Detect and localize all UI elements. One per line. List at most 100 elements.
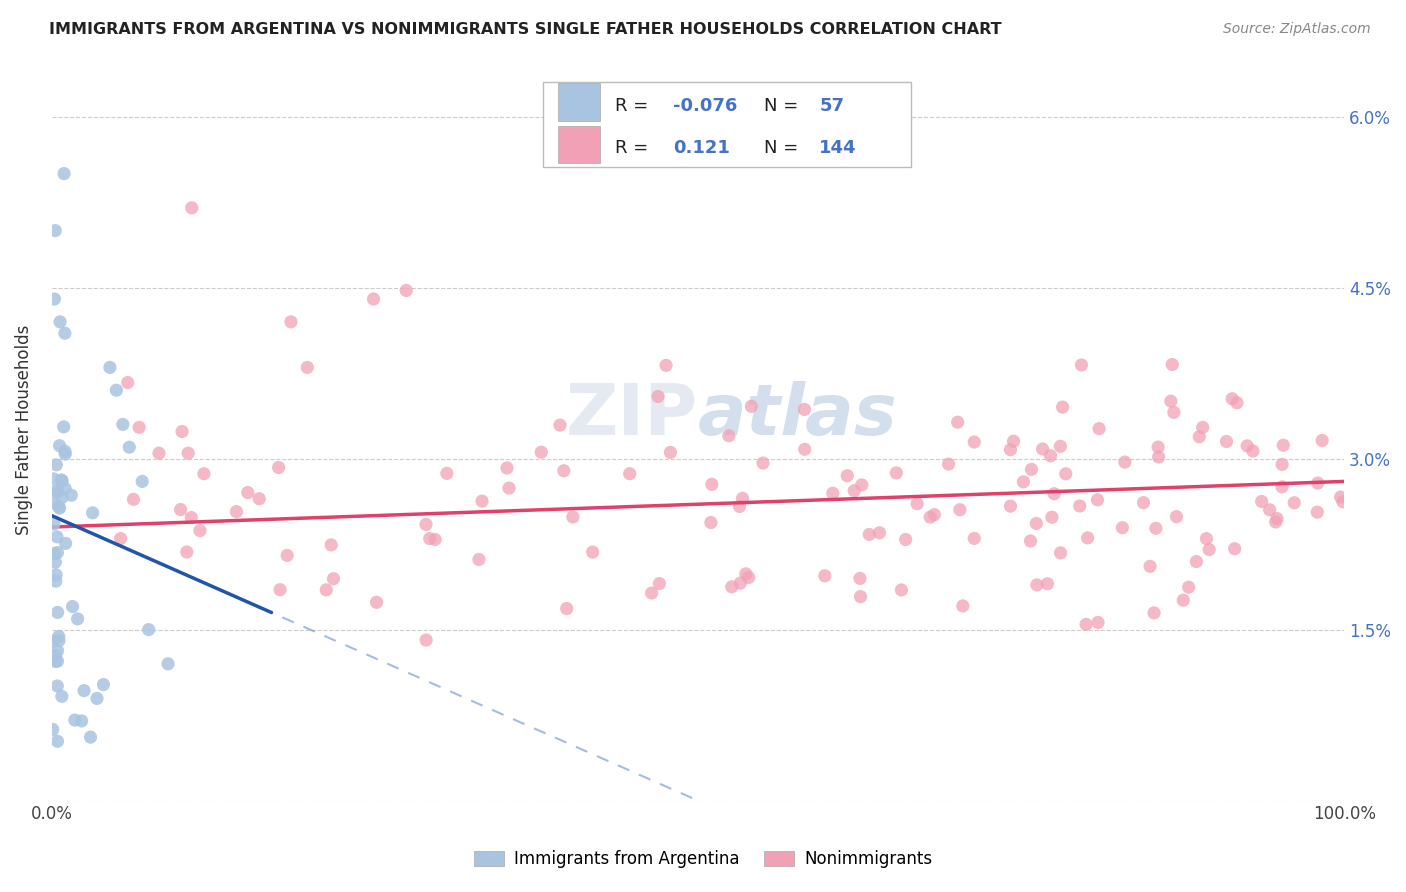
Point (395, 284, 418, 298)
Point (1019, 533, 1042, 548)
Point (849, 571, 872, 585)
Point (1000, 442, 1022, 457)
Point (498, 481, 520, 495)
Point (366, 595, 388, 609)
Point (468, 552, 491, 566)
Point (1195, 532, 1218, 546)
Point (1220, 392, 1243, 406)
Point (738, 570, 761, 584)
Point (952, 599, 974, 613)
Point (1163, 405, 1185, 419)
Point (1143, 606, 1166, 620)
Point (188, 524, 211, 538)
Point (48, 500, 70, 514)
Point (41, 495, 63, 509)
Point (53, 326, 76, 341)
Point (267, 460, 290, 475)
Point (1139, 559, 1161, 574)
Point (849, 590, 872, 604)
Point (793, 442, 815, 457)
Point (1025, 516, 1047, 531)
Point (814, 569, 837, 583)
Text: 57: 57 (820, 96, 845, 115)
Point (177, 446, 200, 460)
Point (851, 478, 873, 492)
Point (363, 292, 385, 306)
Point (1025, 578, 1047, 592)
Point (225, 505, 247, 519)
Point (1264, 515, 1286, 529)
Point (1241, 444, 1264, 458)
Point (647, 389, 669, 403)
Point (717, 428, 740, 442)
Point (1087, 492, 1109, 507)
Point (1000, 499, 1022, 513)
Point (44, 224, 66, 238)
Point (110, 532, 132, 546)
Point (655, 359, 678, 373)
Point (236, 485, 259, 500)
Point (436, 467, 458, 481)
Point (1088, 422, 1111, 436)
Point (105, 383, 128, 397)
Point (530, 445, 553, 459)
Point (1052, 400, 1074, 414)
FancyBboxPatch shape (558, 84, 600, 120)
Point (46, 485, 69, 500)
Point (1331, 494, 1354, 508)
Point (1258, 503, 1281, 517)
Point (1236, 439, 1258, 453)
Point (42, 723, 65, 737)
Point (1161, 358, 1184, 372)
Point (66, 612, 89, 626)
Text: 144: 144 (820, 139, 856, 157)
Point (44, 555, 66, 569)
Point (45, 655, 67, 669)
Point (1040, 510, 1063, 524)
Point (1329, 490, 1351, 504)
Point (1043, 487, 1066, 501)
Point (1074, 617, 1097, 632)
Point (731, 491, 754, 506)
Point (1185, 555, 1208, 569)
Text: IMMIGRANTS FROM ARGENTINA VS NONIMMIGRANTS SINGLE FATHER HOUSEHOLDS CORRELATION : IMMIGRANTS FROM ARGENTINA VS NONIMMIGRAN… (49, 22, 1002, 37)
Point (858, 527, 880, 541)
Point (45, 574, 67, 589)
Point (946, 415, 969, 429)
Point (1191, 420, 1213, 434)
Point (1188, 430, 1211, 444)
Point (48, 501, 70, 516)
Point (148, 446, 170, 460)
Point (1002, 434, 1025, 449)
Point (1114, 455, 1136, 469)
Point (51, 690, 73, 704)
Point (51, 473, 73, 487)
Point (582, 545, 605, 559)
Text: 0.121: 0.121 (673, 139, 730, 157)
Point (46, 734, 69, 748)
Point (45, 648, 67, 663)
Text: -0.076: -0.076 (673, 96, 738, 115)
Point (1049, 439, 1071, 453)
Point (949, 502, 972, 516)
Point (1271, 480, 1294, 494)
Point (1223, 541, 1246, 556)
Point (62, 599, 84, 614)
Point (79, 730, 101, 744)
Point (86, 691, 108, 706)
Point (193, 467, 215, 481)
Point (98, 360, 121, 375)
Point (1306, 505, 1329, 519)
Point (728, 500, 751, 514)
Point (297, 360, 319, 375)
Point (138, 623, 160, 637)
Point (920, 510, 942, 524)
Point (1147, 440, 1170, 454)
Point (49, 315, 72, 329)
Text: Source: ZipAtlas.com: Source: ZipAtlas.com (1223, 22, 1371, 37)
Text: N =: N = (763, 96, 804, 115)
Point (1144, 521, 1167, 535)
Point (276, 549, 298, 563)
Point (1272, 438, 1295, 452)
Point (890, 582, 912, 597)
